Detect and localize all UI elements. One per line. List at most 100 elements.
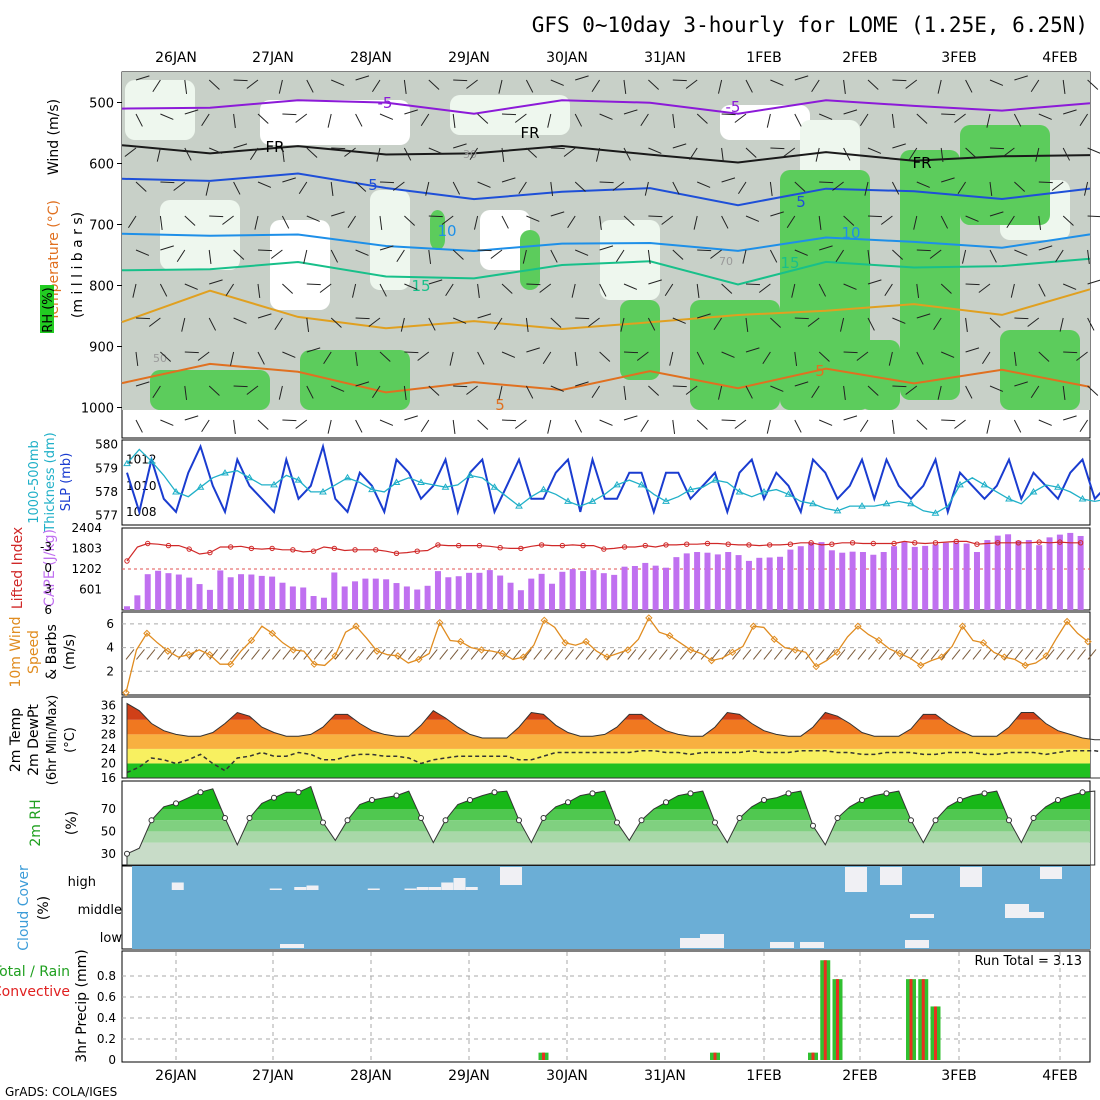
- wind-barb: [330, 249, 339, 263]
- date-label-bottom: 29JAN: [448, 1068, 490, 1084]
- wind-marker: [833, 648, 841, 657]
- wind-barb: [941, 419, 956, 422]
- wind-barb: [766, 419, 771, 434]
- precip-convective-bar: [921, 979, 925, 1060]
- wind-barb-10m: [198, 649, 208, 660]
- cape-bar: [414, 589, 421, 610]
- wind-barb: [278, 385, 283, 400]
- wind-barb: [770, 317, 782, 328]
- wind-marker: [1000, 653, 1009, 661]
- wind-barb: [428, 317, 436, 331]
- li-marker: [808, 540, 814, 546]
- wind-marker: [122, 688, 130, 697]
- wind-barb: [620, 317, 625, 332]
- cloud-high-bar: [416, 887, 429, 890]
- wind-barb: [404, 351, 419, 354]
- wind-barb-10m: [303, 649, 313, 660]
- rh-marker: [1030, 814, 1037, 821]
- thickness-marker: [809, 499, 817, 507]
- wind-barb: [783, 147, 796, 157]
- thickness-marker: [588, 497, 597, 504]
- wind-barb: [428, 385, 440, 396]
- wind-barb: [368, 317, 381, 327]
- wind-barb-10m: [763, 649, 773, 660]
- isotherm-line: [121, 362, 1091, 394]
- wind-barb: [493, 317, 503, 331]
- wind-barb: [696, 351, 705, 365]
- temp-band: [127, 748, 1090, 764]
- li-marker: [559, 542, 566, 549]
- wind-barb: [477, 351, 485, 365]
- cape-bar: [383, 579, 390, 610]
- wind-barb-10m: [836, 649, 846, 660]
- thickness-label-2: Thickness (dm): [43, 432, 58, 532]
- wind-barb: [940, 215, 949, 229]
- wind-barb: [403, 147, 412, 161]
- slp-tick-label: 1008: [126, 505, 157, 519]
- cape-bar: [859, 552, 866, 610]
- cape-bar: [652, 565, 659, 610]
- cape-bar: [528, 578, 535, 610]
- wind-barb: [1087, 385, 1099, 396]
- wind-barb: [257, 419, 269, 430]
- wind-barb: [135, 113, 143, 127]
- li-marker: [518, 545, 524, 552]
- thickness-marker: [858, 502, 866, 509]
- li-marker: [725, 541, 731, 547]
- wind-barb: [575, 317, 590, 320]
- wind-marker: [666, 632, 674, 640]
- wind-barb: [669, 351, 674, 366]
- wind-barb-10m: [962, 649, 971, 660]
- wind-barb: [908, 147, 918, 161]
- wind-marker: [707, 656, 716, 665]
- cloud-high-bar: [465, 887, 478, 890]
- wind-barb: [721, 177, 736, 183]
- wind-barb-10m: [407, 649, 417, 660]
- wind-barb: [184, 215, 196, 226]
- wind-barb: [452, 113, 456, 128]
- cape-label: CAPE (J/kg): [42, 529, 58, 607]
- wind-barb: [892, 249, 904, 260]
- wind-barb-10m: [1014, 649, 1024, 660]
- li-marker: [248, 545, 255, 552]
- wind-barb: [306, 283, 321, 286]
- rh2m-label-1: 2m RH: [28, 799, 44, 846]
- wind-barb-10m: [355, 649, 365, 660]
- wind-barb: [159, 283, 168, 297]
- wind-barb: [295, 419, 308, 429]
- wind-barb: [452, 181, 461, 195]
- wind-barb-10m: [418, 649, 428, 660]
- li-marker: [538, 542, 545, 548]
- wind-barb: [501, 351, 516, 358]
- wind-barb: [770, 79, 784, 86]
- wind-barb-10m: [313, 649, 323, 660]
- cape-bar: [994, 535, 1001, 610]
- wind-marker: [1084, 637, 1092, 646]
- thickness-marker: [1005, 495, 1013, 502]
- wind-barb: [599, 113, 613, 120]
- wind-barb: [327, 113, 332, 128]
- wind-barb: [1014, 381, 1028, 387]
- li-marker: [352, 547, 358, 553]
- cape-bar: [673, 557, 680, 610]
- wind-barb-10m: [167, 649, 177, 660]
- wind-barb: [745, 79, 753, 93]
- wind-barb: [466, 385, 478, 395]
- wind-barb: [550, 211, 565, 217]
- cloud-low-bar: [700, 934, 724, 948]
- rh-marker: [908, 817, 914, 824]
- wind-barb-10m: [460, 649, 469, 660]
- wind-barb: [721, 419, 736, 422]
- rh-legend-swatch: [40, 285, 54, 333]
- wind-barb: [233, 113, 236, 128]
- wind-barb: [916, 181, 930, 188]
- wind-barb: [1062, 385, 1066, 400]
- wind-barb: [355, 75, 370, 81]
- wind-barb: [648, 79, 660, 90]
- wind-barb: [745, 215, 760, 222]
- wind-barb-10m: [690, 649, 700, 660]
- thickness-marker: [245, 473, 254, 481]
- wind-barb: [173, 181, 186, 191]
- wind-barb: [184, 283, 198, 290]
- wind-barb: [965, 79, 973, 93]
